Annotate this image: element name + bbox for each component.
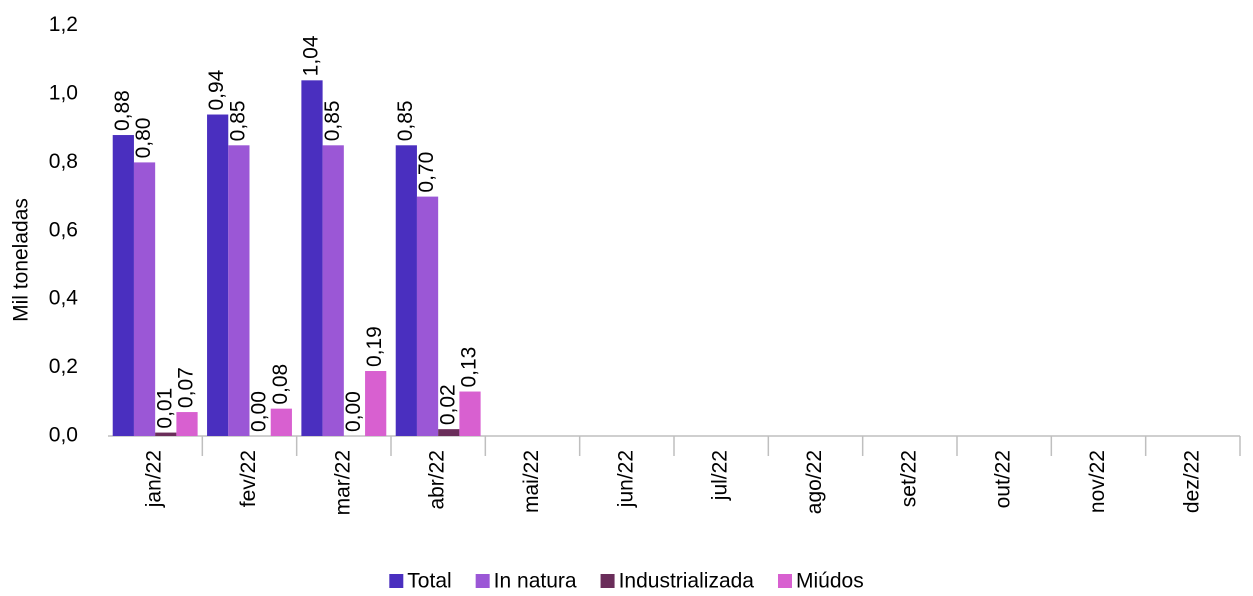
x-tick-label: nov/22 (1086, 450, 1109, 513)
y-tick-label: 0,0 (49, 424, 78, 447)
value-label: 0,07 (175, 367, 198, 408)
bar (301, 80, 323, 436)
value-label: 0,85 (226, 100, 249, 141)
bar (207, 114, 229, 437)
x-tick-label: jan/22 (143, 450, 166, 508)
y-tick-label: 0,6 (49, 218, 78, 241)
bar (322, 145, 344, 437)
bar (365, 371, 387, 436)
legend: Total In natura Industrializada Miúdos (389, 570, 864, 593)
y-tick-label: 0,4 (49, 287, 79, 310)
bar (395, 145, 417, 437)
bar (133, 162, 156, 436)
bar (228, 145, 250, 437)
value-label: 0,02 (436, 384, 459, 425)
y-tick-label: 0,8 (49, 150, 78, 173)
legend-swatch (389, 574, 404, 588)
x-tick-label: mai/22 (520, 450, 543, 513)
bar (270, 408, 292, 436)
value-label: 0,19 (363, 326, 386, 367)
y-tick-label: 1,0 (49, 82, 78, 105)
x-tick-label: ago/22 (803, 450, 826, 514)
x-tick-label: fev/22 (237, 450, 260, 507)
bar (176, 412, 198, 436)
x-tick-label: jun/22 (614, 450, 637, 508)
value-label: 0,00 (248, 391, 271, 432)
bar (416, 196, 439, 436)
legend-label: Miúdos (796, 570, 864, 593)
legend-label: Industrializada (619, 570, 755, 593)
legend-swatch (475, 574, 490, 588)
value-label: 0,88 (111, 90, 134, 131)
y-tick-label: 0,2 (49, 355, 78, 378)
x-tick-label: abr/22 (426, 450, 449, 510)
legend-label: Total (407, 570, 451, 593)
bar (459, 391, 481, 436)
x-tick-label: set/22 (897, 450, 920, 507)
value-label: 0,85 (321, 100, 344, 141)
legend-swatch (777, 574, 792, 588)
legend-swatch (600, 574, 615, 588)
x-tick-label: mar/22 (331, 450, 354, 515)
value-label: 0,70 (415, 152, 438, 193)
value-label: 0,08 (269, 364, 292, 405)
x-tick-label: jul/22 (709, 450, 732, 501)
value-label: 0,00 (342, 391, 365, 432)
value-label: 0,94 (205, 69, 228, 110)
value-label: 1,04 (300, 35, 323, 76)
value-label: 0,13 (458, 347, 481, 388)
value-label: 0,01 (153, 388, 176, 429)
value-label: 0,85 (394, 100, 417, 141)
bar (112, 135, 134, 437)
y-axis-title: Mil toneladas (10, 198, 33, 322)
bar (155, 432, 177, 436)
y-tick-label: 1,2 (49, 13, 78, 36)
bar (438, 429, 460, 436)
value-label: 0,80 (132, 118, 155, 159)
x-tick-label: out/22 (992, 450, 1015, 508)
legend-label: In natura (494, 570, 577, 593)
x-tick-label: dez/22 (1180, 450, 1203, 513)
